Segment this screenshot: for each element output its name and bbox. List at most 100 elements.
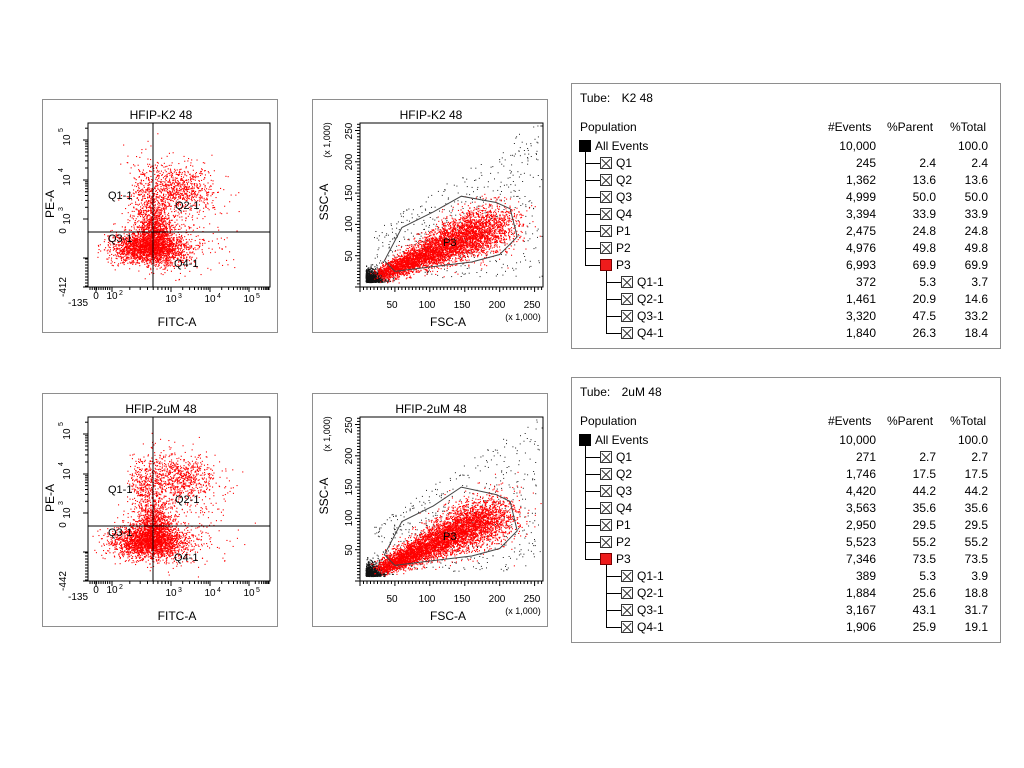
event-dot	[136, 238, 138, 240]
event-dot	[153, 242, 155, 244]
event-dot	[108, 257, 110, 259]
event-dot	[181, 216, 183, 218]
event-dot	[206, 198, 208, 200]
event-dot	[155, 182, 157, 184]
event-dot	[151, 212, 153, 214]
event-dot	[122, 240, 124, 242]
event-dot	[155, 246, 157, 248]
event-dot	[137, 240, 139, 242]
event-dot	[162, 274, 164, 276]
event-dot	[114, 254, 116, 256]
event-dot	[162, 177, 164, 179]
event-dot	[129, 262, 131, 264]
event-dot	[108, 246, 110, 248]
event-dot	[189, 270, 191, 272]
event-dot	[214, 213, 216, 215]
event-dot	[172, 196, 174, 198]
event-dot	[143, 243, 145, 245]
event-dot	[156, 171, 158, 173]
event-dot	[136, 243, 138, 245]
event-dot	[181, 243, 183, 245]
event-dot	[99, 244, 101, 246]
event-dot	[156, 161, 158, 163]
event-dot	[138, 211, 140, 213]
event-dot	[196, 217, 198, 219]
event-dot	[145, 243, 147, 245]
event-dot	[151, 244, 153, 246]
event-dot	[168, 204, 170, 206]
event-dot	[174, 197, 176, 199]
event-dot	[128, 250, 130, 252]
event-dot	[158, 262, 160, 264]
event-dot	[150, 247, 152, 249]
event-dot	[157, 224, 159, 226]
event-dot	[145, 232, 147, 234]
event-dot	[106, 250, 108, 252]
event-dot	[131, 202, 133, 204]
event-dot	[175, 254, 177, 256]
event-dot	[151, 259, 153, 261]
event-dot	[186, 264, 188, 266]
event-dot	[149, 243, 151, 245]
event-dot	[151, 247, 153, 249]
event-dot	[167, 251, 169, 253]
event-dot	[170, 261, 172, 263]
event-dot	[165, 251, 167, 253]
event-dot	[192, 215, 194, 217]
event-dot	[179, 169, 181, 171]
event-dot	[155, 242, 157, 244]
event-dot	[138, 176, 140, 178]
event-dot	[145, 201, 147, 203]
event-dot	[138, 270, 140, 272]
event-dot	[190, 252, 192, 254]
event-dot	[193, 189, 195, 191]
event-dot	[196, 257, 198, 259]
event-dot	[163, 189, 165, 191]
event-dot	[166, 155, 168, 157]
event-dot	[161, 205, 163, 207]
event-dot	[138, 170, 140, 172]
event-dot	[153, 272, 155, 274]
event-dot	[134, 178, 136, 180]
event-dot	[122, 257, 124, 259]
event-dot	[146, 210, 148, 212]
event-dot	[201, 189, 203, 191]
event-dot	[180, 212, 182, 214]
event-dot	[131, 235, 133, 237]
event-dot	[124, 259, 126, 261]
event-dot	[148, 200, 150, 202]
event-dot	[145, 225, 147, 227]
event-dot	[165, 250, 167, 252]
event-dot	[147, 255, 149, 257]
event-dot	[205, 204, 207, 206]
event-dot	[159, 203, 161, 205]
event-dot	[173, 249, 175, 251]
event-dot	[123, 250, 125, 252]
event-dot	[190, 207, 192, 209]
event-dot	[150, 212, 152, 214]
event-dot	[174, 253, 176, 255]
event-dot	[135, 249, 137, 251]
event-dot	[143, 230, 145, 232]
event-dot	[160, 223, 162, 225]
event-dot	[125, 259, 127, 261]
event-dot	[164, 240, 166, 242]
event-dot	[179, 272, 181, 274]
event-dot	[155, 253, 157, 255]
x-tick-label: 10	[165, 294, 177, 305]
event-dot	[143, 236, 145, 238]
event-dot	[110, 259, 112, 261]
event-dot	[145, 260, 147, 262]
event-dot	[184, 236, 186, 238]
event-dot	[148, 195, 150, 197]
event-dot	[133, 258, 135, 260]
event-dot	[185, 264, 187, 266]
event-dot	[164, 250, 166, 252]
event-dot	[199, 185, 201, 187]
event-dot	[189, 179, 191, 181]
event-dot	[153, 260, 155, 262]
event-dot	[191, 200, 193, 202]
event-dot	[155, 253, 157, 255]
event-dot	[175, 185, 177, 187]
event-dot	[148, 262, 150, 264]
